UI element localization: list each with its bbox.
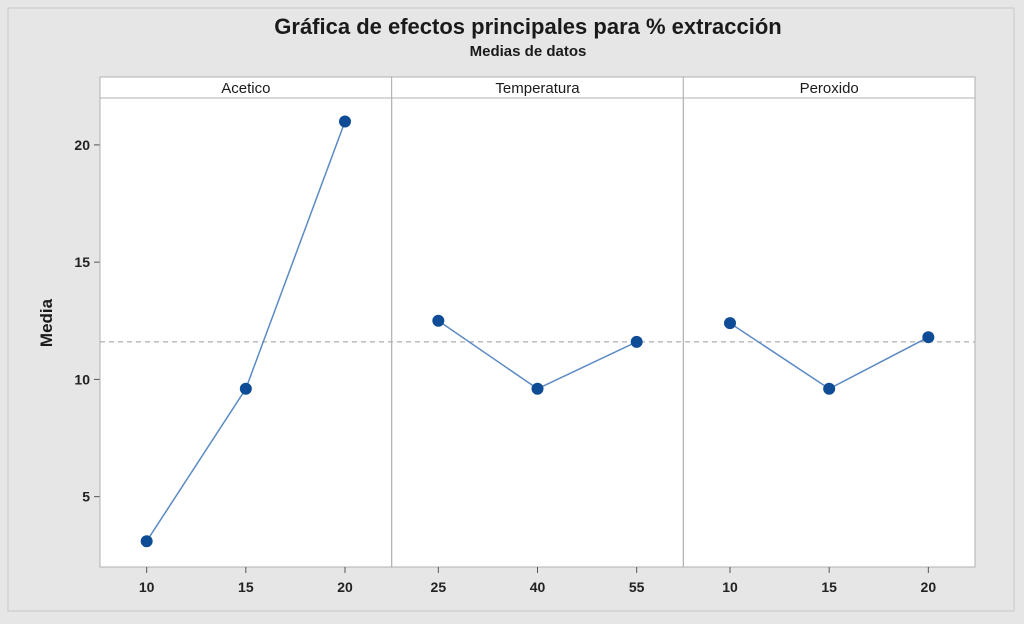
panel-header-label: Temperatura [495,80,580,97]
x-tick-label: 20 [921,579,937,595]
data-point [239,382,252,395]
panel-header-label: Acetico [221,80,270,97]
x-tick-label: 20 [337,579,353,595]
x-tick-label: 15 [238,579,254,595]
data-point [922,331,935,344]
y-tick-label: 20 [74,137,90,153]
y-tick-label: 10 [74,371,90,387]
y-axis-label: Media [37,298,56,347]
data-point [531,382,544,395]
plot-layer: 5 10 15 20 Acetico 10 15 20 Temperatura 25 40 55 Per… [74,76,976,595]
y-tick-label: 5 [82,489,90,505]
x-tick-label: 10 [139,579,155,595]
x-tick-label: 55 [629,579,645,595]
x-tick-label: 15 [821,579,837,595]
data-point [630,335,643,348]
plot-area [100,77,975,567]
x-tick-label: 25 [431,579,447,595]
y-tick-label: 15 [74,254,90,270]
x-tick-label: 10 [722,579,738,595]
panel-header-label: Peroxido [800,80,859,97]
chart-title: Gráfica de efectos principales para % ex… [274,14,781,39]
x-tick-label: 40 [530,579,546,595]
data-point [339,115,351,128]
data-point [823,382,836,395]
chart-subtitle: Medias de datos [470,43,587,60]
data-point [724,317,736,330]
data-point [140,535,153,548]
data-point [432,314,445,327]
